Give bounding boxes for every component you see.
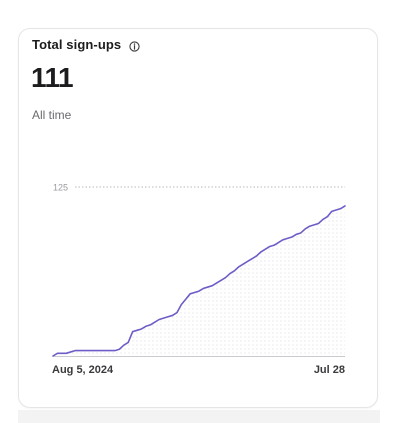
x-axis-start-label: Aug 5, 2024 bbox=[52, 364, 114, 376]
metric-value: 111 bbox=[31, 62, 74, 93]
card-title: Total sign-ups bbox=[32, 36, 122, 52]
metric-period: All time bbox=[32, 108, 72, 122]
info-icon[interactable] bbox=[129, 39, 140, 52]
x-axis-end-label: Jul 28 bbox=[313, 364, 345, 376]
card-header: Total sign-ups bbox=[32, 36, 140, 52]
next-card-edge bbox=[18, 410, 380, 423]
